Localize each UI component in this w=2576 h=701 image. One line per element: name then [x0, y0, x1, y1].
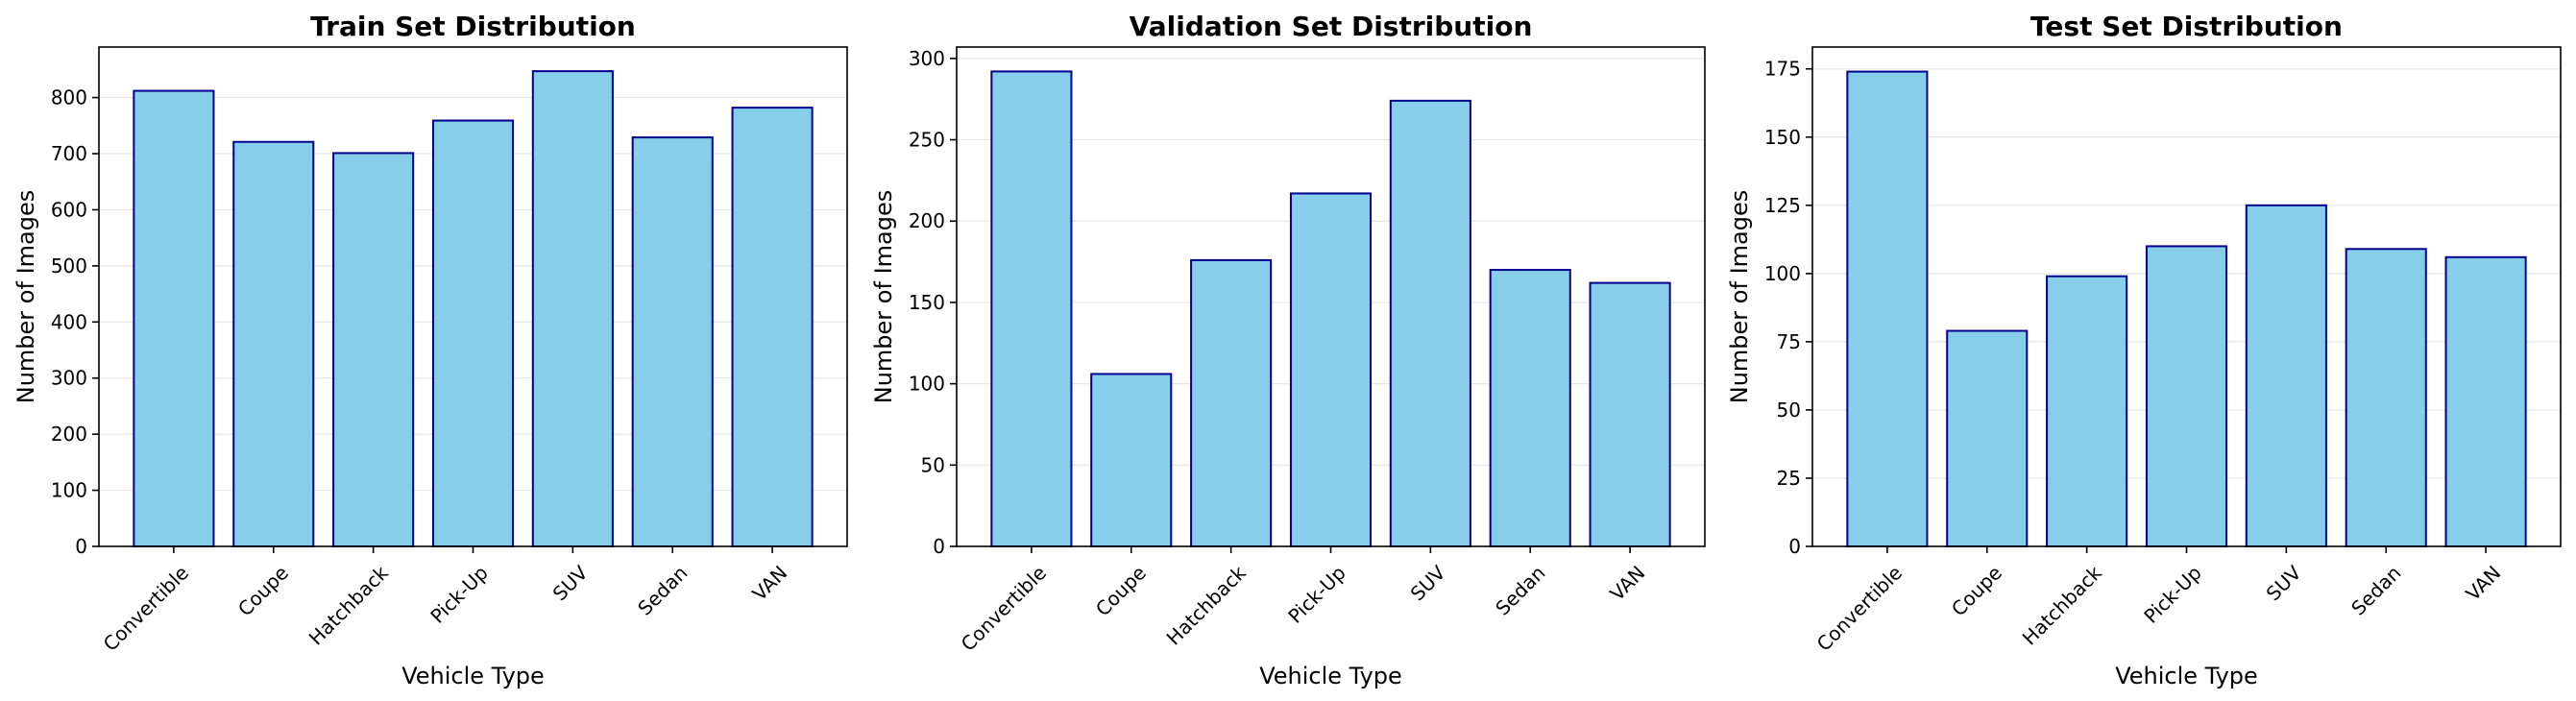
- bar-van: [1589, 281, 1671, 547]
- y-tick-label: 150: [1764, 126, 1801, 149]
- x-tick-label: VAN: [2461, 561, 2505, 605]
- chart-title: Train Set Distribution: [310, 11, 636, 42]
- x-axis-label: Vehicle Type: [2115, 663, 2258, 689]
- y-tick-label: 0: [933, 535, 945, 558]
- y-tick-label: 250: [909, 129, 945, 152]
- y-tick-label: 200: [909, 209, 945, 232]
- chart-panel-3: Convertible Coupe Hatchback Pick-Up SUV Sedan…: [1726, 11, 2562, 689]
- x-axis-label: Vehicle Type: [401, 663, 545, 689]
- x-tick-label: Coupe: [1091, 561, 1151, 620]
- x-tick-label: Coupe: [233, 561, 293, 620]
- chart-title: Validation Set Distribution: [1130, 11, 1533, 42]
- x-axis-label: Vehicle Type: [1259, 663, 1402, 689]
- y-axis-label: Number of Images: [12, 190, 39, 403]
- y-tick-label: 600: [51, 198, 87, 221]
- axes-frame: [956, 46, 1706, 547]
- x-tick-label: Hatchback: [2018, 561, 2106, 649]
- bar-convertible: [1846, 70, 1929, 548]
- y-tick-label: 125: [1764, 194, 1801, 217]
- bar-hatchback: [1190, 258, 1273, 547]
- y-tick-label: 100: [1764, 262, 1801, 285]
- x-tick-label: Hatchback: [304, 561, 393, 649]
- bar-coupe: [1090, 373, 1173, 547]
- x-tick-label: Coupe: [1947, 561, 2006, 620]
- chart-panel-2: Convertible Coupe Hatchback Pick-Up SUV Sedan…: [870, 11, 1706, 689]
- y-tick-label: 50: [1777, 399, 1801, 422]
- x-tick-label: SUV: [548, 561, 593, 605]
- bar-coupe: [1946, 329, 2029, 548]
- y-tick-label: 50: [921, 453, 945, 476]
- y-axis-label: Number of Images: [1726, 190, 1753, 403]
- bar-hatchback: [2046, 275, 2128, 547]
- y-tick-label: 100: [51, 479, 87, 502]
- x-tick-label: Convertible: [99, 561, 193, 655]
- y-tick-label: 700: [51, 142, 87, 165]
- bar-suv: [2245, 204, 2327, 547]
- bar-convertible: [133, 89, 215, 548]
- bar-suv: [531, 70, 614, 547]
- bar-sedan: [1489, 269, 1571, 547]
- y-tick-label: 150: [909, 291, 945, 314]
- chart-title: Test Set Distribution: [2030, 11, 2343, 42]
- x-tick-label: Sedan: [2346, 561, 2405, 619]
- x-tick-label: Hatchback: [1162, 561, 1251, 649]
- y-tick-label: 400: [51, 310, 87, 333]
- y-tick-label: 25: [1777, 467, 1801, 490]
- bar-hatchback: [332, 152, 415, 547]
- x-tick-label: VAN: [1605, 561, 1649, 605]
- x-tick-label: Sedan: [1491, 561, 1549, 619]
- y-tick-label: 200: [51, 423, 87, 446]
- bar-suv: [1389, 99, 1471, 548]
- bar-van: [2444, 255, 2527, 547]
- x-tick-label: SUV: [1406, 561, 1450, 605]
- axes-frame: [98, 46, 848, 547]
- y-tick-label: 0: [75, 535, 87, 558]
- bar-convertible: [990, 70, 1073, 547]
- y-tick-label: 500: [51, 254, 87, 278]
- y-axis-label: Number of Images: [870, 190, 897, 403]
- y-tick-label: 0: [1788, 535, 1801, 558]
- y-tick-label: 300: [909, 47, 945, 70]
- bar-pick-up: [431, 119, 515, 547]
- y-tick-label: 75: [1777, 330, 1801, 353]
- y-tick-label: 800: [51, 86, 87, 109]
- x-tick-label: Sedan: [633, 561, 692, 619]
- axes-frame: [1811, 46, 2562, 547]
- x-tick-label: Pick-Up: [2139, 561, 2206, 628]
- x-tick-label: Convertible: [1812, 561, 1907, 655]
- y-tick-label: 175: [1764, 58, 1801, 81]
- bar-pick-up: [1289, 192, 1373, 547]
- bar-pick-up: [2145, 245, 2228, 547]
- bar-coupe: [232, 140, 315, 547]
- x-tick-label: Convertible: [957, 561, 1051, 655]
- x-tick-label: Pick-Up: [1283, 561, 1350, 628]
- x-tick-label: VAN: [747, 561, 791, 605]
- chart-panel-1: Convertible Coupe Hatchback Pick-Up SUV Sedan…: [12, 11, 848, 689]
- y-tick-label: 300: [51, 367, 87, 390]
- bar-sedan: [631, 136, 714, 547]
- y-tick-label: 100: [909, 373, 945, 396]
- x-tick-label: Pick-Up: [425, 561, 493, 628]
- x-tick-label: SUV: [2262, 561, 2306, 605]
- bar-van: [731, 107, 814, 547]
- bar-sedan: [2345, 248, 2427, 547]
